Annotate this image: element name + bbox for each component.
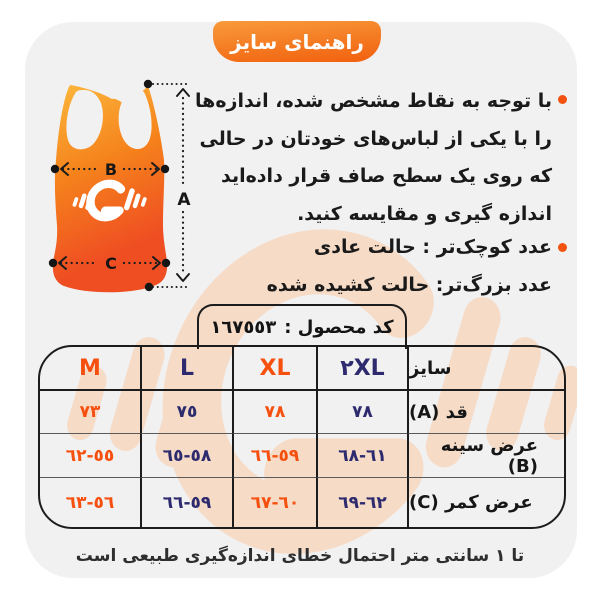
product-code-value: ١٦٧٥٥٣ xyxy=(210,317,277,338)
cell-height-m: ٧٣ xyxy=(40,389,140,433)
cell-waist-m: ٥٦-٦٣ xyxy=(40,477,140,527)
bullet-dot xyxy=(558,243,567,252)
size-col-header-m: M xyxy=(79,355,101,381)
measure-label-b: B xyxy=(105,160,117,179)
cell-waist-xl: ٦٠-٦٧ xyxy=(232,477,316,527)
instruction-line: با توجه به نقاط مشخص شده، اندازه‌ها xyxy=(195,90,552,112)
size-header-label: سایز xyxy=(407,347,564,389)
instruction-bullet-1: با توجه به نقاط مشخص شده، اندازه‌ها را ب… xyxy=(195,83,552,233)
measure-label-a: A xyxy=(177,190,191,210)
size-col-header-l: L xyxy=(140,347,232,389)
instruction-line: عدد کوچک‌تر : حالت عادی xyxy=(313,236,552,258)
instruction-line: اندازه گیری و مقایسه کنید. xyxy=(297,202,552,225)
row-label-chest: عرض سینه (B) xyxy=(407,433,564,477)
size-table: M L XL ٢XL سایز ٧٣ ٧٥ ٧٨ ٧٨ قد (A) ٥٥-٦٢… xyxy=(38,345,566,529)
cell-chest-2xl: ٦١-٦٨ xyxy=(316,433,407,477)
measurement-error-note: تا ١ سانتی متر احتمال خطای اندازه‌گیری ط… xyxy=(75,546,525,566)
cell-waist-l: ٥٩-٦٦ xyxy=(140,477,232,527)
instruction-line: را با یکی از لباس‌های خودتان در حالی xyxy=(199,127,552,150)
cell-waist-2xl: ٦٢-٦٩ xyxy=(316,477,407,527)
row-label-height: قد (A) xyxy=(407,389,564,433)
cell-chest-xl: ٥٩-٦٦ xyxy=(232,433,316,477)
cell-chest-l: ٥٨-٦٥ xyxy=(140,433,232,477)
product-code-label: کد محصول : xyxy=(284,317,394,338)
product-code-tab: کد محصول : ١٦٧٥٥٣ xyxy=(197,304,407,349)
cell-chest-m: ٥٥-٦٢ xyxy=(40,433,140,477)
size-col-header-xl: XL xyxy=(232,347,316,389)
right-armhole-cutout xyxy=(118,90,152,150)
size-col-header-2xl: ٢XL xyxy=(316,347,407,389)
cell-height-xl: ٧٨ xyxy=(232,389,316,433)
tank-top-measurement-diagram: B C A xyxy=(48,79,191,293)
measure-label-c: C xyxy=(105,254,117,273)
left-armhole-cutout xyxy=(66,90,103,150)
instruction-bullet-2: عدد کوچک‌تر : حالت عادی عدد بزرگ‌تر: حال… xyxy=(222,229,552,304)
page-title: راهنمای سایز xyxy=(230,29,364,54)
instruction-line: عدد بزرگ‌تر: حالت کشیده شده xyxy=(266,273,552,296)
size-guide-title-tab: راهنمای سایز xyxy=(213,21,381,62)
instruction-line: که روی یک سطح صاف قرار داده‌اید xyxy=(220,165,552,187)
row-label-waist: عرض کمر (C) xyxy=(407,477,564,527)
cell-height-2xl: ٧٨ xyxy=(316,389,407,433)
bullet-dot xyxy=(558,95,567,104)
cell-height-l: ٧٥ xyxy=(140,389,232,433)
